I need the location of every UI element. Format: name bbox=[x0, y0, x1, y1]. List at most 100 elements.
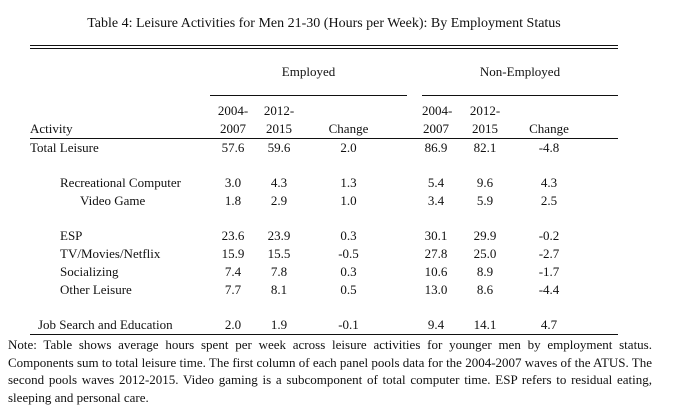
activity-label: TV/Movies/Netflix bbox=[60, 246, 161, 261]
activity-label: ESP bbox=[60, 228, 83, 243]
spacer-cell bbox=[30, 299, 618, 316]
gap-cell bbox=[407, 174, 422, 192]
value-cell: 5.9 bbox=[476, 193, 494, 208]
value-cell: 3.4 bbox=[427, 193, 445, 208]
value-cell: 2.0 bbox=[224, 317, 242, 332]
value-cell: 2.9 bbox=[270, 193, 288, 208]
value-cell: 8.6 bbox=[476, 282, 494, 297]
gap-cell bbox=[407, 192, 422, 210]
activity-label: Total Leisure bbox=[30, 140, 99, 155]
activity-column-header: Activity bbox=[30, 120, 210, 139]
value-cell: 15.5 bbox=[267, 246, 291, 261]
value-cell: 57.6 bbox=[221, 140, 245, 155]
value-cell: 30.1 bbox=[424, 228, 448, 243]
value-cell: 0.3 bbox=[340, 264, 357, 279]
value-cell: 59.6 bbox=[267, 140, 291, 155]
empty-cell bbox=[30, 96, 210, 121]
activity-label: Job Search and Education bbox=[38, 317, 173, 332]
panel-gap bbox=[407, 49, 422, 96]
value-cell: -0.2 bbox=[538, 228, 560, 243]
value-cell: 4.7 bbox=[540, 317, 558, 332]
table-header: Employed Non-Employed 2004- 2012- 2004- … bbox=[30, 49, 618, 139]
activity-label: Socializing bbox=[60, 264, 119, 279]
nonemployed-period2-line1: 2012- bbox=[469, 103, 501, 118]
value-cell: -4.8 bbox=[538, 140, 560, 155]
value-cell: 8.1 bbox=[270, 282, 288, 297]
value-cell: 1.8 bbox=[224, 193, 242, 208]
value-cell: 23.9 bbox=[267, 228, 291, 243]
value-cell: 4.3 bbox=[270, 175, 288, 190]
panel-gap bbox=[407, 96, 422, 121]
gap-cell bbox=[407, 316, 422, 335]
employed-period2-line2: 2015 bbox=[256, 120, 302, 139]
panel-header-spacer bbox=[30, 49, 210, 96]
employed-period1-line2: 2007 bbox=[210, 120, 256, 139]
value-cell: 25.0 bbox=[473, 246, 497, 261]
table-caption: Table 4: Leisure Activities for Men 21-3… bbox=[87, 16, 561, 31]
gap-cell bbox=[407, 281, 422, 299]
spacer-row bbox=[30, 210, 618, 227]
activity-label: Recreational Computer bbox=[60, 175, 181, 190]
activity-label: Other Leisure bbox=[60, 282, 132, 297]
value-cell: 7.8 bbox=[270, 264, 288, 279]
gap-cell bbox=[407, 227, 422, 245]
table-row: Socializing 7.4 7.8 0.3 10.6 8.9 -1.7 bbox=[30, 263, 618, 281]
panel-gap bbox=[407, 120, 422, 139]
table-row: ESP 23.6 23.9 0.3 30.1 29.9 -0.2 bbox=[30, 227, 618, 245]
top-double-rule bbox=[30, 45, 618, 49]
value-cell: 13.0 bbox=[424, 282, 448, 297]
value-cell: 9.4 bbox=[427, 317, 445, 332]
value-cell: 82.1 bbox=[473, 140, 497, 155]
table-row: Recreational Computer 3.0 4.3 1.3 5.4 9.6 4.3 bbox=[30, 174, 618, 192]
table-container: Employed Non-Employed 2004- 2012- 2004- … bbox=[30, 49, 618, 335]
value-cell: 29.9 bbox=[473, 228, 497, 243]
value-cell: 23.6 bbox=[221, 228, 245, 243]
value-cell: 3.0 bbox=[224, 175, 242, 190]
nonemployed-period2-line2: 2015 bbox=[468, 120, 514, 139]
value-cell: 86.9 bbox=[424, 140, 448, 155]
panel-header-employed: Employed bbox=[210, 49, 407, 96]
gap-cell bbox=[407, 139, 422, 158]
activity-label: Video Game bbox=[80, 193, 146, 208]
table-body: Total Leisure 57.6 59.6 2.0 86.9 82.1 -4.8 Recr… bbox=[30, 139, 618, 335]
leisure-activities-table: Employed Non-Employed 2004- 2012- 2004- … bbox=[30, 49, 618, 335]
panel-header-non-employed: Non-Employed bbox=[422, 49, 618, 96]
value-cell: 0.3 bbox=[340, 228, 357, 243]
value-cell: -2.7 bbox=[538, 246, 560, 261]
value-cell: 7.4 bbox=[224, 264, 242, 279]
value-cell: 15.9 bbox=[221, 246, 245, 261]
gap-cell bbox=[407, 263, 422, 281]
employed-period2-line1: 2012- bbox=[263, 103, 295, 118]
nonemployed-period1-line2: 2007 bbox=[422, 120, 468, 139]
empty-cell bbox=[514, 96, 618, 121]
value-cell: 27.8 bbox=[424, 246, 448, 261]
table-row: Other Leisure 7.7 8.1 0.5 13.0 8.6 -4.4 bbox=[30, 281, 618, 299]
value-cell: 2.0 bbox=[340, 140, 357, 155]
value-cell: 5.4 bbox=[427, 175, 445, 190]
value-cell: 1.0 bbox=[340, 193, 357, 208]
value-cell: 9.6 bbox=[476, 175, 494, 190]
value-cell: -0.1 bbox=[338, 317, 359, 332]
employed-change-header: Change bbox=[302, 120, 407, 139]
value-cell: 1.9 bbox=[270, 317, 288, 332]
spacer-cell bbox=[30, 210, 618, 227]
value-cell: 8.9 bbox=[476, 264, 494, 279]
value-cell: 10.6 bbox=[424, 264, 448, 279]
column-header-row: Activity 2007 2015 Change 2007 2015 Chan… bbox=[30, 120, 618, 139]
table-row: Video Game 1.8 2.9 1.0 3.4 5.9 2.5 bbox=[30, 192, 618, 210]
nonemployed-change-header: Change bbox=[514, 120, 618, 139]
table-row: TV/Movies/Netflix 15.9 15.5 -0.5 27.8 25.0 -2.… bbox=[30, 245, 618, 263]
value-cell: -1.7 bbox=[538, 264, 560, 279]
spacer-row bbox=[30, 157, 618, 174]
employed-period1-line1: 2004- bbox=[217, 103, 249, 118]
value-cell: 1.3 bbox=[340, 175, 357, 190]
table-note: Note: Table shows average hours spent pe… bbox=[8, 337, 652, 405]
value-cell: 14.1 bbox=[473, 317, 497, 332]
spacer-row bbox=[30, 299, 618, 316]
empty-cell bbox=[302, 96, 407, 121]
value-cell: -4.4 bbox=[538, 282, 560, 297]
value-cell: 0.5 bbox=[340, 282, 357, 297]
table-row: Job Search and Education 2.0 1.9 -0.1 9.4 14.… bbox=[30, 316, 618, 335]
panel-header-row: Employed Non-Employed bbox=[30, 49, 618, 96]
